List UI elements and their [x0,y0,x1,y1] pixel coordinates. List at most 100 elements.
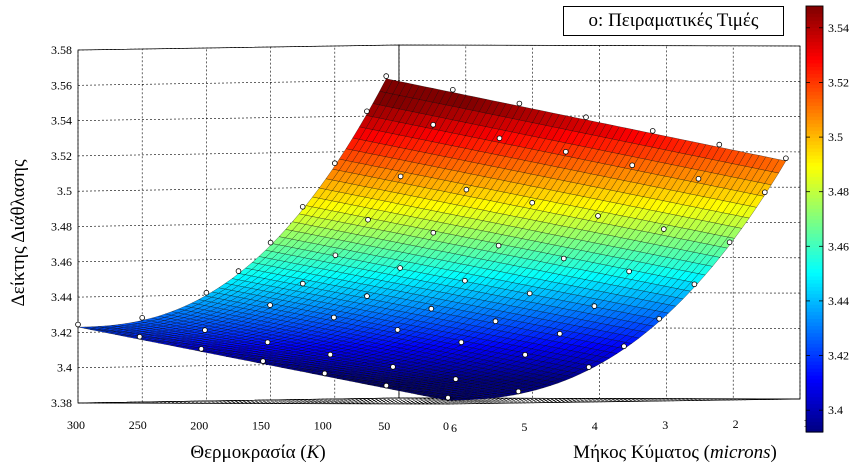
colorbar-segment [806,23,823,28]
y-tick-label: 150 [252,419,270,433]
colorbar-segment [806,183,823,188]
data-marker [75,321,81,328]
colorbar-segment [806,41,823,46]
colorbar-segment [806,45,823,50]
z-tick-label: 3.42 [51,325,72,339]
colorbar-segment [806,414,823,419]
data-marker [621,343,627,350]
colorbar-segment [806,126,823,131]
z-gridline [77,44,801,51]
colorbar-segment [806,325,823,330]
data-marker [529,199,535,206]
data-marker [364,108,370,115]
colorbar-segment [806,148,823,153]
colorbar-segment [806,98,823,103]
colorbar-segment [806,311,823,316]
y-gridline [262,45,600,404]
colorbar-segment [806,116,823,121]
x-tick-label: 6 [451,421,457,435]
colorbar-segment [806,130,823,135]
data-marker [495,242,502,249]
colorbar-segment [806,179,823,185]
colorbar-segment [806,77,823,82]
data-marker [264,339,271,346]
data-marker [203,289,210,296]
colorbar-tick-label: 3.5 [828,130,843,144]
data-marker [202,327,208,333]
colorbar-segment [806,339,823,344]
data-marker [583,114,589,120]
colorbar-segment [806,112,823,117]
colorbar-segment [806,357,823,362]
colorbar-segment [806,69,823,75]
colorbar-segment [806,410,823,415]
colorbar-segment [806,286,823,291]
data-marker [761,189,768,196]
colorbar-segment [806,350,823,355]
colorbar-segment [806,37,823,43]
colorbar-segment [806,73,823,78]
colorbar-segment [806,215,823,220]
colorbar-segment [806,94,823,99]
data-marker [691,281,698,288]
colorbar-segment [806,80,823,85]
colorbar-segment [806,332,823,337]
data-marker [267,239,274,246]
data-marker [390,364,396,370]
data-marker [430,122,437,128]
colorbar-segment [806,66,823,71]
colorbar-segment [806,119,823,124]
colorbar-segment [806,290,823,295]
x-gridline [77,50,449,405]
y-tick-label: 250 [129,418,147,432]
colorbar-segment [806,261,823,266]
colorbar-segment [806,105,823,110]
data-marker [383,382,390,389]
colorbar-segment [806,208,823,213]
colorbar-frame [805,5,824,433]
y-gridline [447,46,801,405]
colorbar-segment [806,197,823,202]
colorbar-segment [806,307,823,312]
colorbar-segment [806,27,823,32]
colorbar-segment [806,403,823,408]
colorbar-segment [806,361,823,366]
data-marker [595,213,601,219]
colorbar-segment [806,282,823,288]
colorbar-tick-label: 3.54 [828,21,849,35]
colorbar-segment [806,20,823,25]
colorbar-segment [806,293,823,298]
colorbar-segment [806,201,823,206]
colorbar-segment [806,155,823,160]
colorbar-segment [806,318,823,323]
colorbar-segment [806,279,823,284]
data-marker [649,128,656,134]
data-marker [139,314,146,321]
colorbar-segment [806,6,823,11]
colorbar-segment [806,375,823,380]
colorbar-tick-label: 3.44 [828,294,849,308]
colorbar-segment [806,240,823,245]
z-tick-label: 3.4 [57,361,72,375]
colorbar-segment [806,222,823,227]
data-marker [660,226,667,232]
colorbar-segment [806,9,823,14]
colorbar-segment [806,250,823,256]
data-marker [629,162,635,169]
colorbar-segment [806,300,823,305]
colorbar-segment [806,151,823,156]
colorbar-segment [806,254,823,259]
colorbar-tick-label: 3.48 [828,185,849,199]
x-tick-label: 5 [521,420,527,434]
data-marker [397,173,404,180]
colorbar-segment [806,407,823,412]
colorbar-segment [806,13,823,18]
colorbar-segment [806,133,823,138]
data-marker [585,364,592,370]
colorbar-segment [806,304,823,309]
data-marker [458,339,465,346]
colorbar-segment [806,428,823,433]
data-marker [260,358,266,364]
colorbar-segment [806,392,823,398]
colorbar-segment [806,343,823,348]
